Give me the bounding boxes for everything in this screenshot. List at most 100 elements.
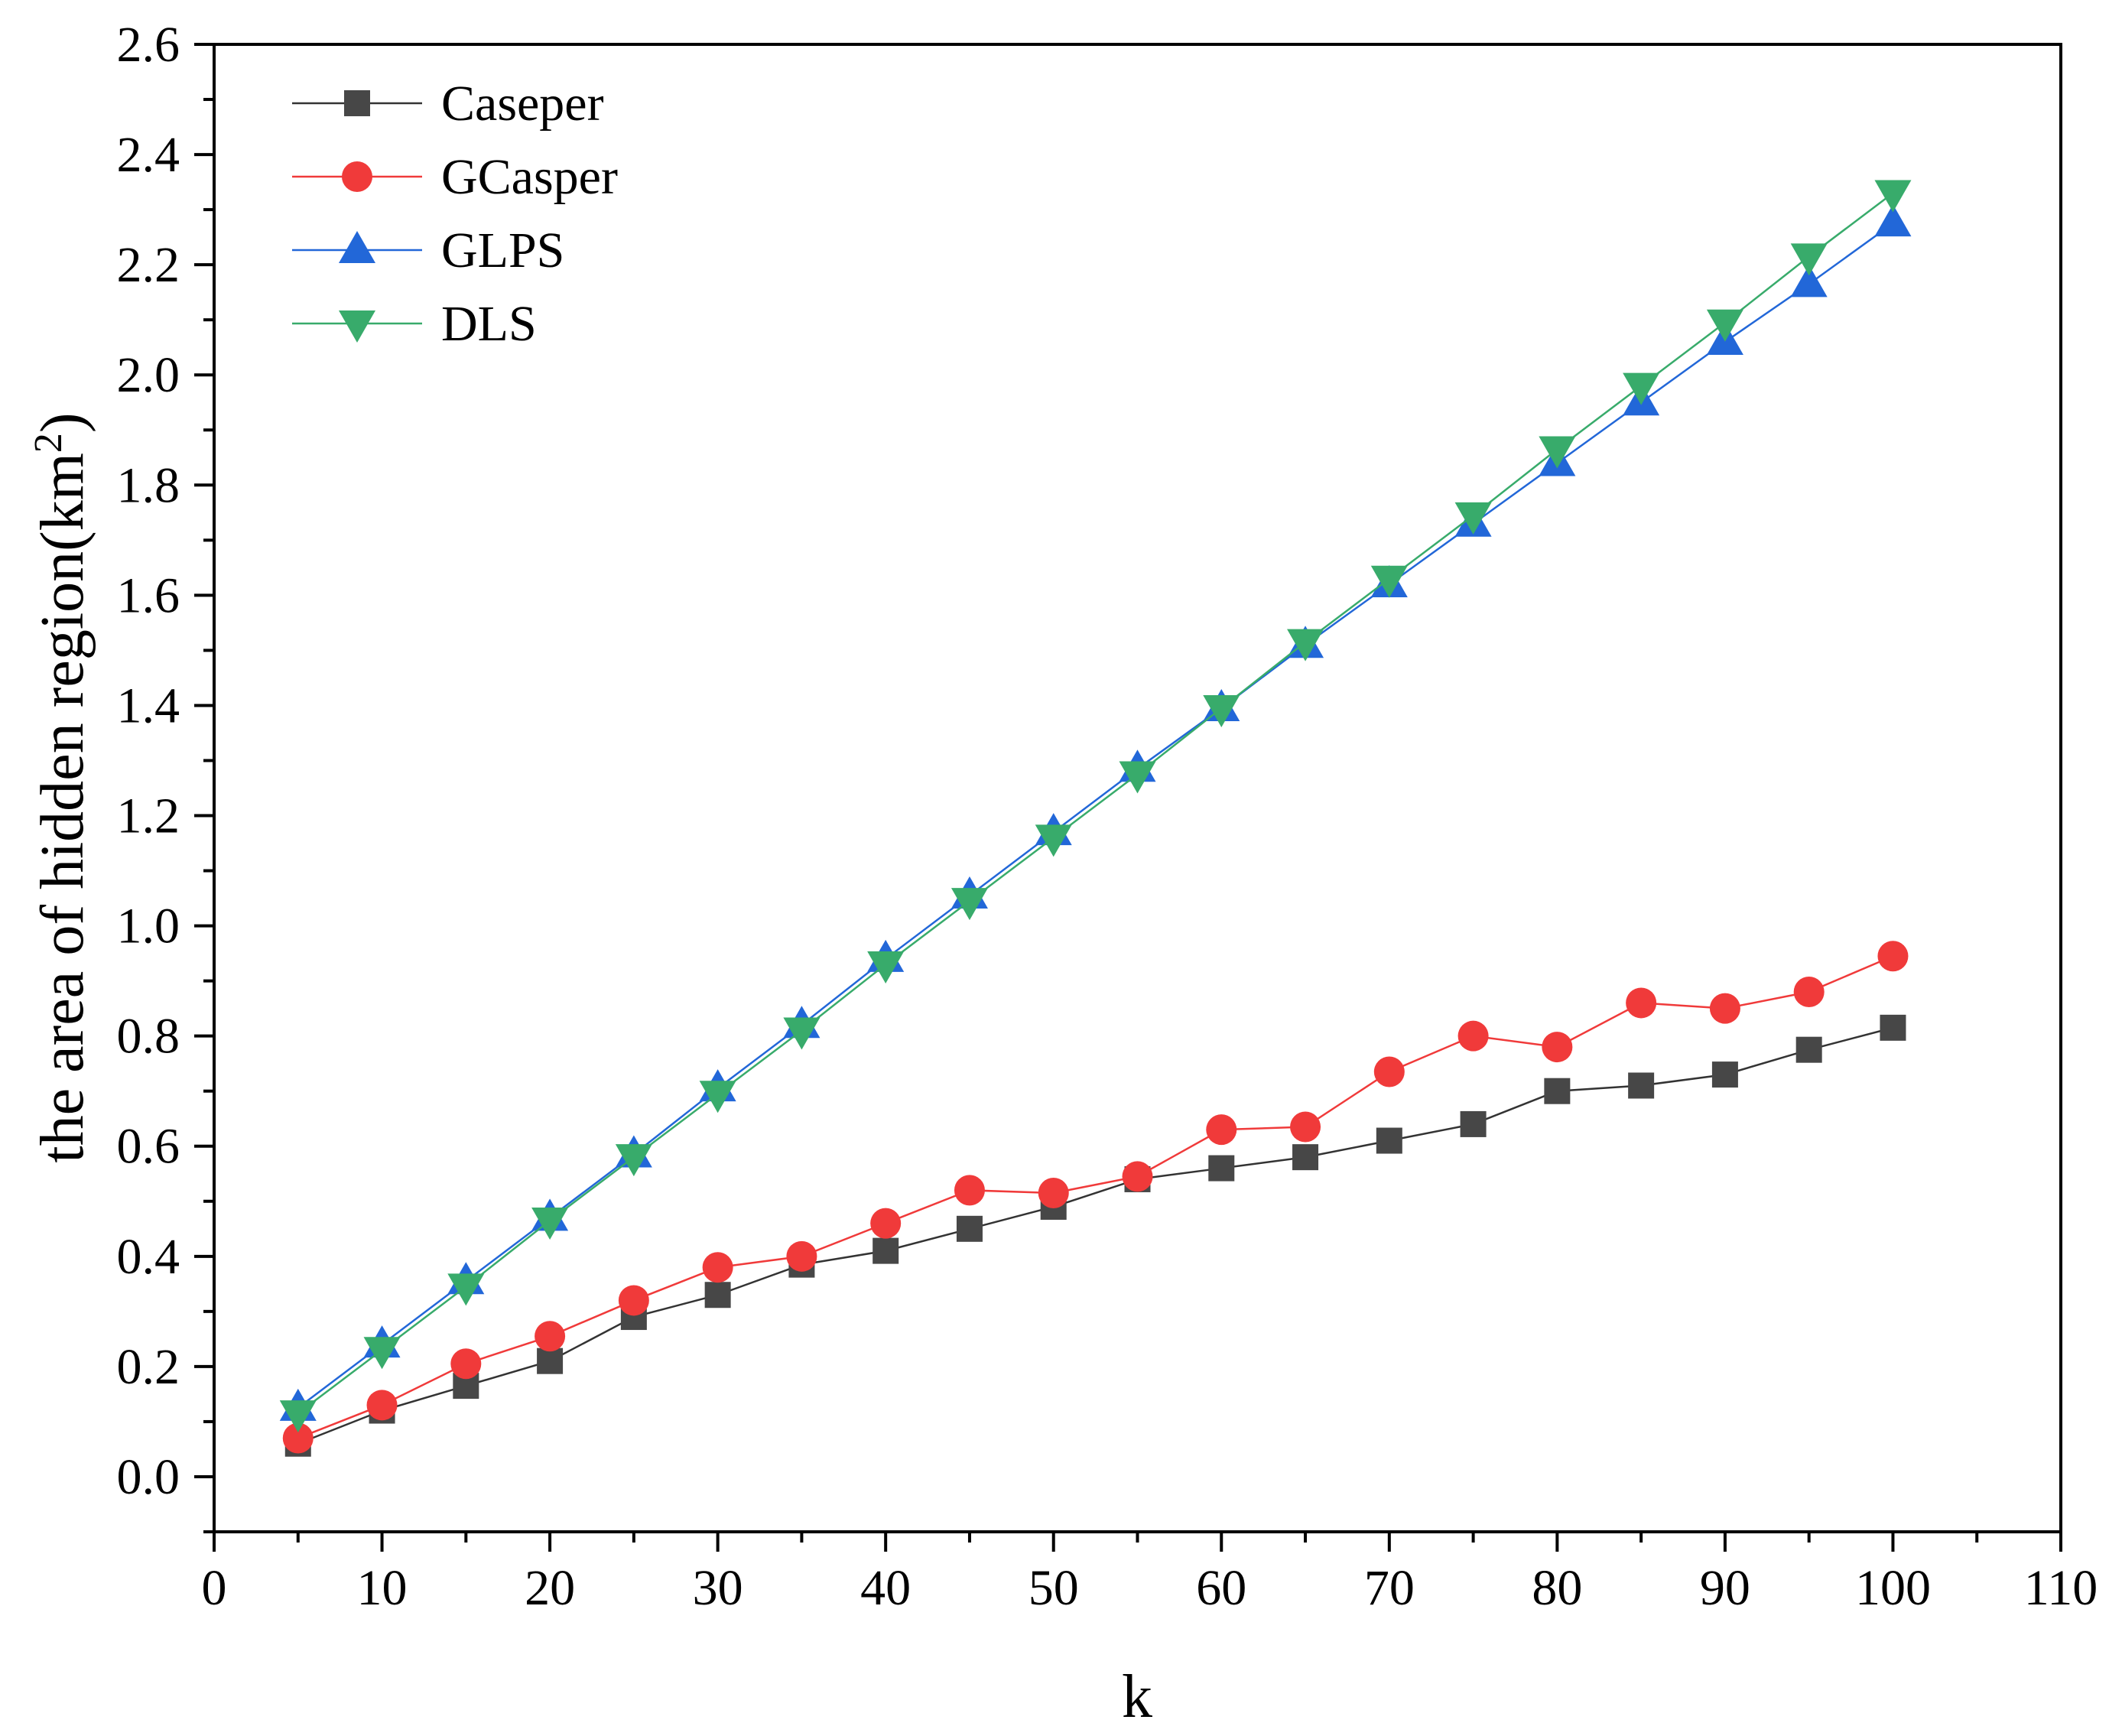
data-point-gcasper (282, 1422, 314, 1454)
y-tick-label: 1.2 (117, 788, 180, 844)
legend-label-gcasper: GCasper (441, 149, 618, 205)
data-point-gcasper (1709, 993, 1740, 1024)
data-point-dls (951, 888, 988, 921)
data-point-caseper (956, 1215, 983, 1242)
data-point-caseper (1208, 1155, 1235, 1182)
x-axis-ticks: 0 10 20 30 40 50 60 70 80 90 100 110 (202, 1532, 2098, 1616)
data-point-glps (1790, 265, 1828, 297)
y-axis-title-superscript: 2 (27, 433, 70, 453)
y-axis-title-main: the area of hidden region(km (29, 453, 96, 1163)
y-axis-ticks: 0.0 0.2 0.4 0.6 0.8 1.0 1.2 1.4 1.6 1.8 2.0 2.2 2.4 2… (117, 17, 214, 1533)
data-point-gcasper (1626, 987, 1657, 1019)
data-point-dls (279, 1400, 317, 1433)
data-point-dls (531, 1207, 569, 1240)
data-point-gcasper (1457, 1020, 1489, 1052)
data-point-dls (615, 1144, 652, 1177)
y-tick-label: 1.4 (117, 678, 180, 733)
legend-marker-dls (339, 310, 375, 343)
data-point-caseper (1711, 1061, 1738, 1088)
legend-marker-glps (339, 231, 375, 263)
legend-item-gcasper: GCasper (292, 149, 618, 205)
data-point-caseper (704, 1282, 731, 1309)
y-axis-title-close: ) (29, 412, 96, 433)
data-point-gcasper (1122, 1161, 1153, 1192)
data-point-caseper (1795, 1036, 1822, 1063)
data-point-dls (1035, 824, 1072, 857)
data-point-caseper (1544, 1078, 1571, 1104)
y-tick-label: 0.6 (117, 1119, 180, 1175)
legend-item-dls: DLS (292, 296, 537, 352)
series-glps (279, 204, 1912, 1421)
data-point-gcasper (786, 1240, 817, 1272)
series-layer (279, 180, 1912, 1457)
y-tick-label: 1.8 (117, 457, 180, 513)
data-point-dls (1454, 502, 1492, 535)
y-axis-title: the area of hidden region(km2) (27, 412, 96, 1162)
data-point-caseper (537, 1348, 564, 1374)
data-point-gcasper (702, 1252, 733, 1283)
data-point-gcasper (1290, 1111, 1321, 1143)
x-tick-label: 0 (202, 1560, 227, 1616)
data-point-gcasper (1877, 941, 1909, 972)
series-caseper (284, 1014, 1906, 1457)
data-point-gcasper (366, 1390, 398, 1421)
legend-label-glps: GLPS (441, 223, 564, 278)
series-gcasper (282, 941, 1909, 1454)
y-tick-label: 1.6 (117, 567, 180, 623)
x-tick-label: 100 (1855, 1560, 1931, 1616)
data-point-dls (699, 1081, 736, 1113)
data-point-dls (783, 1017, 821, 1050)
data-point-gcasper (870, 1208, 902, 1239)
y-tick-label: 2.4 (117, 127, 180, 183)
y-tick-label: 2.6 (117, 17, 180, 73)
data-point-gcasper (954, 1175, 985, 1206)
data-point-dls (447, 1273, 485, 1306)
x-tick-label: 50 (1029, 1560, 1079, 1616)
x-tick-label: 40 (860, 1560, 911, 1616)
data-point-gcasper (1793, 977, 1825, 1008)
data-point-dls (1623, 372, 1660, 405)
y-tick-label: 0.4 (117, 1229, 180, 1285)
legend-label-caseper: Caseper (441, 76, 604, 132)
data-point-caseper (1460, 1110, 1487, 1137)
x-axis-title: k (1122, 1663, 1152, 1731)
data-point-dls (1539, 436, 1576, 469)
legend-item-glps: GLPS (292, 223, 564, 278)
legend: Caseper GCasper GLPS DLS (292, 76, 618, 352)
data-point-gcasper (1542, 1032, 1573, 1063)
legend-marker-gcasper (342, 161, 372, 192)
data-point-gcasper (618, 1285, 649, 1316)
x-tick-label: 70 (1364, 1560, 1415, 1616)
legend-label-dls: DLS (441, 296, 537, 352)
data-point-gcasper (1373, 1056, 1405, 1087)
data-point-dls (363, 1337, 401, 1370)
data-point-gcasper (450, 1348, 482, 1380)
data-point-gcasper (1206, 1114, 1237, 1146)
y-tick-label: 2.0 (117, 347, 180, 403)
series-line-caseper (297, 1026, 1893, 1445)
y-tick-label: 0.0 (117, 1449, 180, 1505)
y-tick-label: 2.2 (117, 237, 180, 293)
x-tick-label: 80 (1532, 1560, 1582, 1616)
data-point-caseper (1880, 1014, 1906, 1041)
data-point-dls (1370, 565, 1408, 598)
x-tick-label: 90 (1700, 1560, 1750, 1616)
legend-item-caseper: Caseper (292, 76, 604, 132)
data-point-dls (1287, 629, 1324, 662)
x-tick-label: 30 (693, 1560, 743, 1616)
x-tick-label: 20 (525, 1560, 575, 1616)
x-tick-label: 110 (2024, 1560, 2098, 1616)
data-point-dls (1874, 180, 1912, 213)
data-point-caseper (1292, 1144, 1319, 1171)
data-point-dls (1706, 309, 1743, 342)
data-point-dls (1790, 243, 1828, 276)
data-point-dls (1203, 695, 1240, 728)
series-dls (279, 180, 1912, 1433)
data-point-dls (1119, 761, 1156, 794)
x-tick-label: 10 (357, 1560, 408, 1616)
data-point-dls (867, 951, 905, 984)
data-point-caseper (1376, 1127, 1402, 1154)
data-point-caseper (1628, 1072, 1655, 1099)
y-tick-label: 0.8 (117, 1009, 180, 1065)
